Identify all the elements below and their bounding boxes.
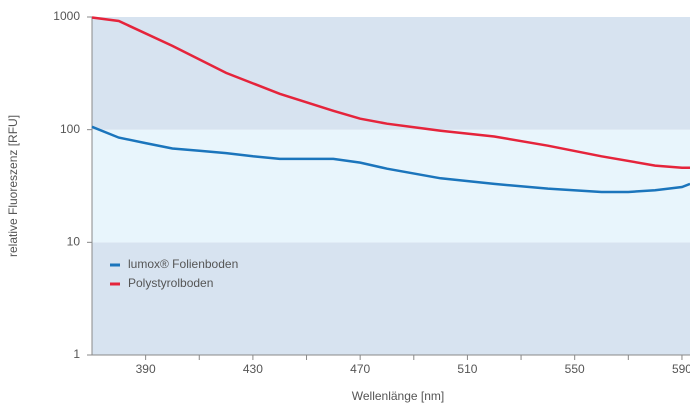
background-band: [92, 17, 690, 130]
background-band: [92, 242, 690, 355]
x-tick-label: 550: [565, 362, 585, 376]
x-tick-label: 430: [243, 362, 263, 376]
line-series: [91, 125, 690, 194]
y-axis-label: relative Fluoreszenz [RFU]: [6, 115, 20, 257]
legend-label: Polystyrolboden: [128, 276, 213, 290]
x-tick-label: 390: [136, 362, 156, 376]
y-tick-label: 10: [67, 235, 81, 249]
y-tick-label: 1000: [53, 9, 80, 23]
x-axis-label: Wellenlänge [nm]: [352, 389, 445, 403]
line-series: [91, 16, 690, 169]
y-tick-label: 100: [60, 122, 80, 136]
x-tick-label: 470: [350, 362, 370, 376]
x-tick-label: 510: [457, 362, 477, 376]
legend-label: lumox® Folienboden: [128, 257, 238, 271]
x-tick-label: 590: [672, 362, 690, 376]
background-band: [92, 129, 690, 243]
y-tick-label: 1: [73, 347, 80, 361]
